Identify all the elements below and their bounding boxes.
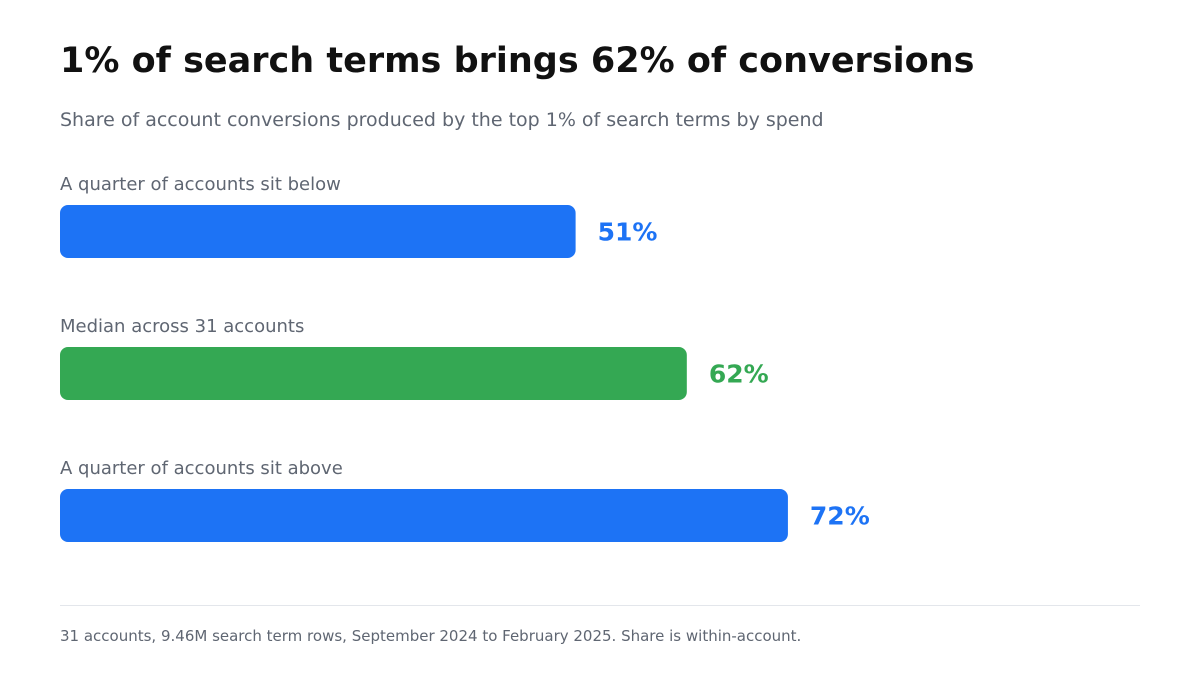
bar-a-quarter-of-accounts-sit-above xyxy=(60,489,788,542)
bar-median-across-31-accounts xyxy=(60,347,687,400)
category-label-a-quarter-of-accounts-sit-above: A quarter of accounts sit above xyxy=(60,458,343,479)
value-label-median-across-31-accounts: 62% xyxy=(709,360,769,389)
chart-subtitle: Share of account conversions produced by… xyxy=(60,109,824,131)
value-label-a-quarter-of-accounts-sit-below: 51% xyxy=(598,218,658,247)
category-label-median-across-31-accounts: Median across 31 accounts xyxy=(60,316,304,337)
category-label-a-quarter-of-accounts-sit-below: A quarter of accounts sit below xyxy=(60,174,341,195)
footnote: 31 accounts, 9.46M search term rows, Sep… xyxy=(60,627,802,645)
chart-title: 1% of search terms brings 62% of convers… xyxy=(60,41,975,81)
value-label-a-quarter-of-accounts-sit-above: 72% xyxy=(810,502,870,531)
footnote-divider xyxy=(60,605,1140,606)
bar-a-quarter-of-accounts-sit-below xyxy=(60,205,576,258)
